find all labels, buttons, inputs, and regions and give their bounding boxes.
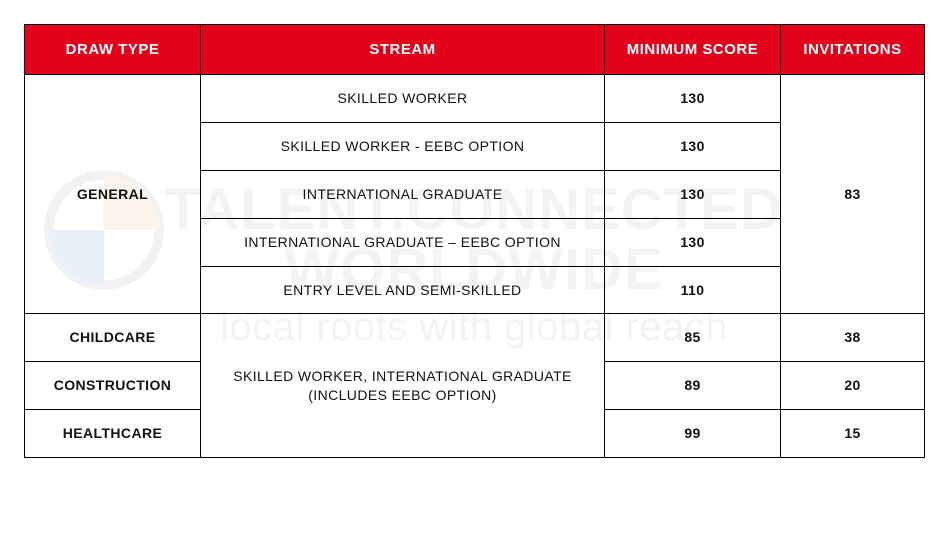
cell-stream: INTERNATIONAL GRADUATE – EEBC OPTION xyxy=(201,218,605,266)
cell-min-score: 85 xyxy=(605,314,781,362)
cell-stream: SKILLED WORKER, INTERNATIONAL GRADUATE (… xyxy=(201,314,605,458)
cell-invitations: 20 xyxy=(781,362,925,410)
cell-stream: ENTRY LEVEL AND SEMI-SKILLED xyxy=(201,266,605,314)
col-stream: STREAM xyxy=(201,25,605,75)
cell-min-score: 130 xyxy=(605,75,781,123)
cell-draw-type: HEALTHCARE xyxy=(25,410,201,458)
col-min-score: MINIMUM SCORE xyxy=(605,25,781,75)
cell-min-score: 89 xyxy=(605,362,781,410)
cell-invitations: 83 xyxy=(781,75,925,314)
header-row: DRAW TYPE STREAM MINIMUM SCORE INVITATIO… xyxy=(25,25,925,75)
cell-invitations: 38 xyxy=(781,314,925,362)
table-row: GENERAL SKILLED WORKER 130 83 xyxy=(25,75,925,123)
cell-stream: SKILLED WORKER - EEBC OPTION xyxy=(201,122,605,170)
col-draw-type: DRAW TYPE xyxy=(25,25,201,75)
draw-table: DRAW TYPE STREAM MINIMUM SCORE INVITATIO… xyxy=(24,24,925,458)
cell-invitations: 15 xyxy=(781,410,925,458)
table-container: DRAW TYPE STREAM MINIMUM SCORE INVITATIO… xyxy=(0,0,948,482)
cell-min-score: 130 xyxy=(605,122,781,170)
cell-min-score: 99 xyxy=(605,410,781,458)
cell-min-score: 130 xyxy=(605,170,781,218)
table-row: CHILDCARE SKILLED WORKER, INTERNATIONAL … xyxy=(25,314,925,362)
cell-stream: INTERNATIONAL GRADUATE xyxy=(201,170,605,218)
cell-draw-type: GENERAL xyxy=(25,75,201,314)
cell-stream: SKILLED WORKER xyxy=(201,75,605,123)
col-invitations: INVITATIONS xyxy=(781,25,925,75)
cell-draw-type: CONSTRUCTION xyxy=(25,362,201,410)
cell-draw-type: CHILDCARE xyxy=(25,314,201,362)
cell-min-score: 110 xyxy=(605,266,781,314)
cell-min-score: 130 xyxy=(605,218,781,266)
